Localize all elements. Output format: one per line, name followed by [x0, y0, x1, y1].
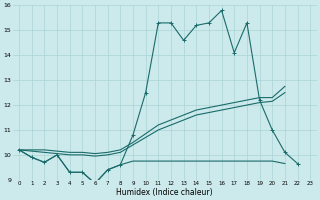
X-axis label: Humidex (Indice chaleur): Humidex (Indice chaleur)	[116, 188, 213, 197]
